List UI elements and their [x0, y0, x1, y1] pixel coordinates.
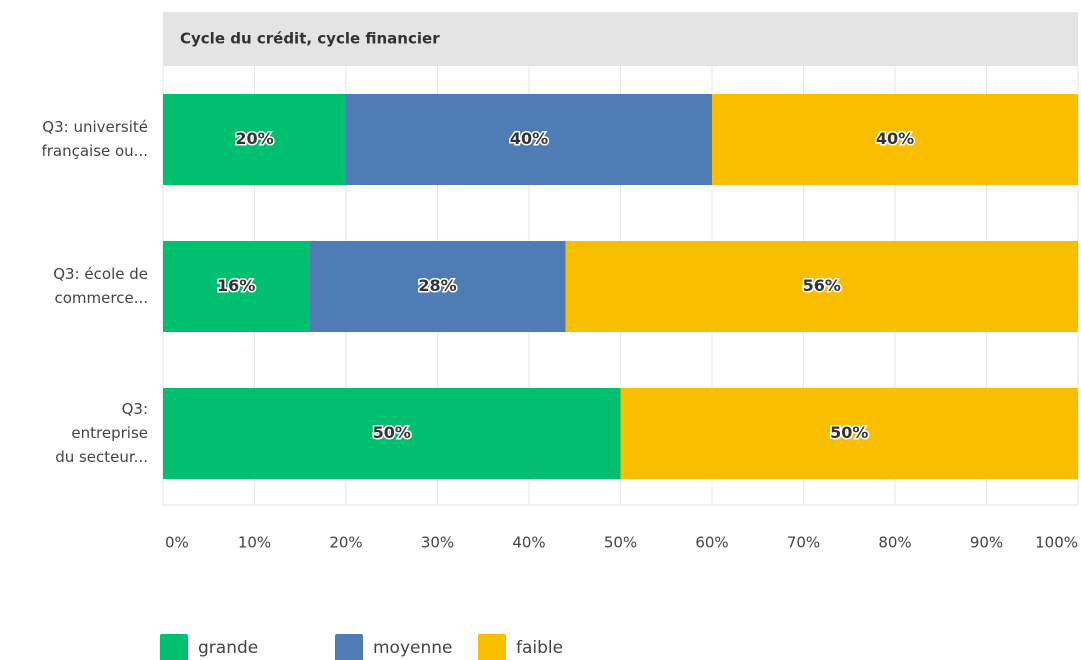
legend-label: grande [198, 638, 258, 658]
x-tick-label: 30% [421, 534, 454, 552]
x-tick-label: 10% [238, 534, 271, 552]
x-tick-label: 100% [1035, 534, 1078, 552]
y-tick-label: commerce... [55, 289, 149, 307]
y-tick-label: entreprise [71, 424, 148, 442]
y-tick-label: du secteur... [55, 448, 148, 466]
y-tick-label: Q3: [122, 400, 148, 418]
legend-swatch [478, 634, 506, 660]
value-label: 50% [373, 423, 411, 442]
value-label: 40% [876, 129, 914, 148]
value-label: 50% [830, 423, 868, 442]
chart-title: Cycle du crédit, cycle financier [180, 30, 440, 48]
bar-segment [163, 94, 346, 185]
value-label: 56% [803, 276, 841, 295]
bar-segment [163, 241, 310, 332]
x-tick-label: 80% [878, 534, 911, 552]
legend-label: moyenne [373, 638, 453, 658]
bar-segment [620, 388, 1078, 479]
x-tick-label: 70% [787, 534, 820, 552]
x-tick-label: 40% [512, 534, 545, 552]
x-tick-label: 20% [329, 534, 362, 552]
bar-segment [309, 241, 566, 332]
value-label: 16% [217, 276, 255, 295]
legend-swatch [160, 634, 188, 660]
x-tick-label: 60% [695, 534, 728, 552]
x-tick-label: 50% [604, 534, 637, 552]
bar-segment [346, 94, 712, 185]
x-tick-label: 90% [970, 534, 1003, 552]
x-tick-label: 0% [165, 534, 189, 552]
value-label: 28% [418, 276, 456, 295]
bar-segment [565, 241, 1078, 332]
bar-segment [163, 388, 621, 479]
y-tick-label: Q3: école de [53, 265, 148, 283]
value-label: 20% [235, 129, 273, 148]
legend-label: faible [516, 638, 563, 658]
value-label: 40% [510, 129, 548, 148]
bar-segment [712, 94, 1078, 185]
y-tick-label: française ou... [41, 142, 148, 160]
title-band [163, 12, 1078, 66]
y-tick-label: Q3: université [42, 118, 148, 136]
legend-swatch [335, 634, 363, 660]
